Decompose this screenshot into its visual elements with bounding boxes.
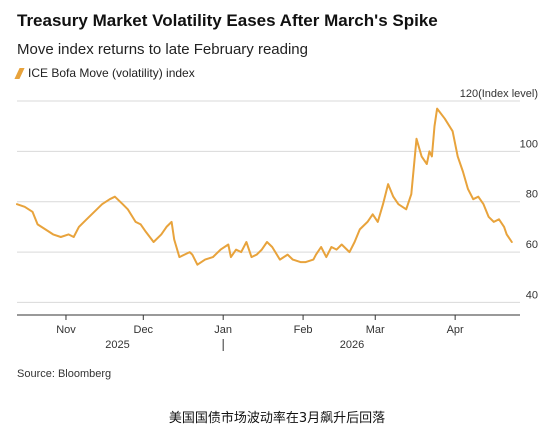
legend: ICE Bofa Move (volatility) index	[14, 66, 195, 80]
x-tick-label: Apr	[447, 324, 464, 336]
y-tick-label: 80	[526, 189, 538, 201]
x-tick-label: Jan	[214, 324, 232, 336]
x-tick-label: Nov	[56, 324, 76, 336]
y-tick-label: 60	[526, 239, 538, 251]
legend-swatch-icon	[14, 67, 25, 79]
y-tick-label: 120(Index level)	[460, 88, 538, 100]
series-line	[16, 107, 513, 266]
chart-subtitle: Move index returns to late February read…	[17, 41, 308, 58]
y-tick-label: 100	[520, 138, 538, 150]
x-tick-label: Dec	[134, 324, 154, 336]
year-label: 2025	[105, 339, 129, 351]
chart-title: Treasury Market Volatility Eases After M…	[17, 11, 438, 30]
legend-label: ICE Bofa Move (volatility) index	[28, 66, 195, 80]
y-tick-label: 40	[526, 289, 538, 301]
chart-caption: 美国国债市场波动率在3月飙升后回落	[168, 411, 386, 426]
x-tick-label: Mar	[366, 324, 385, 336]
year-label: 2026	[340, 339, 364, 351]
source-note: Source: Bloomberg	[17, 368, 112, 380]
line-chart: 40 60 80 100 120(Index level) Nov Dec Jan Feb Mar…	[16, 88, 538, 351]
x-tick-label: Feb	[294, 324, 313, 336]
